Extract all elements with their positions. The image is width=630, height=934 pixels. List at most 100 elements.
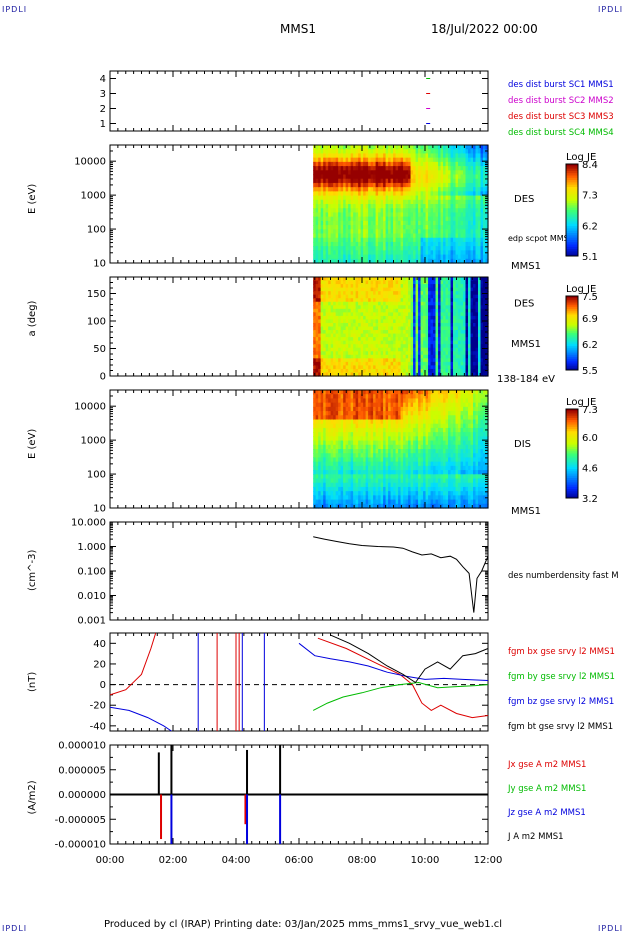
des-energy-cell (448, 233, 452, 239)
des-pitch-cell (353, 344, 357, 349)
des-energy-cell (468, 178, 472, 184)
dis-energy-cell (335, 415, 339, 421)
des-pitch-cell (460, 308, 464, 313)
des-energy-cell (410, 212, 414, 218)
des-energy-cell (313, 229, 317, 235)
des-pitch-cell (353, 312, 357, 317)
des-pitch-cell (453, 333, 457, 338)
dis-energy-cell (355, 406, 359, 412)
des-pitch-cell (425, 361, 429, 366)
des-pitch-cell (463, 301, 467, 306)
des-energy-instrument-label: DES (514, 194, 534, 205)
des-energy-cell (403, 204, 407, 209)
dis-energy-cell (330, 482, 334, 488)
des-energy-cell (355, 220, 359, 226)
des-energy-cell (460, 241, 464, 247)
des-pitch-cell (408, 287, 412, 292)
des-pitch-cell (388, 277, 392, 282)
des-pitch-cell (395, 298, 399, 303)
des-pitch-cell (328, 291, 332, 296)
des-pitch-cell (378, 351, 382, 356)
des-pitch-cell (358, 294, 362, 299)
des-pitch-cell (333, 354, 337, 359)
des-pitch-cell (405, 301, 409, 306)
des-pitch-cell (398, 365, 402, 370)
des-pitch-cell (348, 294, 352, 299)
des-pitch-cell (378, 361, 382, 366)
des-energy-cell (485, 241, 489, 247)
des-pitch-cell (430, 326, 434, 331)
des-energy-cell (378, 212, 382, 218)
des-pitch-cell (360, 330, 364, 335)
dis-energy-cell (323, 423, 327, 429)
des-energy-cell (350, 254, 354, 260)
des-energy-cell (473, 241, 477, 247)
des-energy-cell (480, 157, 484, 163)
des-energy-cell (345, 246, 349, 251)
des-energy-cell (390, 182, 394, 188)
des-energy-cell (443, 225, 447, 230)
des-energy-cell (433, 212, 437, 218)
des-pitch-cell (483, 337, 487, 342)
des-energy-cell (440, 246, 444, 251)
des-energy-cell (418, 153, 422, 159)
des-pitch-cell (375, 298, 379, 303)
dis-energy-cell (335, 461, 339, 467)
des-energy-cell (323, 191, 327, 197)
des-energy-sub-label: edp scpot MMS1 (508, 234, 574, 243)
des-pitch-cell (335, 358, 339, 363)
des-pitch-cell (483, 298, 487, 303)
des-energy-cell (388, 170, 392, 176)
des-pitch-cell (320, 368, 324, 374)
des-pitch-cell (365, 291, 369, 296)
des-energy-cell (318, 187, 322, 192)
des-pitch-colorbar-segment (566, 325, 578, 328)
des-energy-cell (363, 212, 367, 218)
des-pitch-cell (363, 305, 367, 310)
des-energy-cell (325, 237, 329, 243)
des-pitch-cell (320, 340, 324, 345)
dis-energy-cell (333, 486, 337, 492)
des-energy-cell (365, 220, 369, 226)
des-energy-cell (333, 182, 337, 188)
des-pitch-cell (345, 322, 349, 328)
des-pitch-cell (445, 351, 449, 356)
des-pitch-cell (475, 319, 479, 324)
des-pitch-cell (435, 284, 439, 289)
dis-energy-cell (335, 432, 339, 437)
des-pitch-cell (388, 315, 392, 321)
des-pitch-cell (345, 340, 349, 345)
des-energy-cell (453, 199, 457, 205)
des-energy-cell (368, 149, 372, 155)
des-pitch-colorbar-segment (566, 338, 578, 341)
des-energy-cell (458, 187, 462, 192)
des-pitch-cell (438, 305, 442, 310)
dis-energy-cell (358, 415, 362, 421)
des-pitch-cell (403, 284, 407, 289)
des-energy-cell (388, 178, 392, 184)
dis-energy-cell (350, 499, 354, 505)
des-energy-cell (478, 187, 482, 192)
des-energy-cell (355, 153, 359, 159)
des-energy-cell (355, 258, 359, 264)
des-pitch-cell (405, 294, 409, 299)
des-energy-cell (440, 237, 444, 243)
des-pitch-cell (390, 291, 394, 296)
dis-energy-cell (343, 495, 347, 501)
des-pitch-cell (358, 347, 362, 352)
des-pitch-cell (448, 354, 452, 359)
des-energy-cell (385, 182, 389, 188)
des-energy-cell (435, 233, 439, 239)
des-pitch-cell (358, 351, 362, 356)
des-pitch-cell (343, 326, 347, 331)
des-pitch-cell (418, 337, 422, 342)
des-energy-cell (320, 254, 324, 260)
des-energy-cell (438, 216, 442, 222)
des-pitch-cell (395, 322, 399, 328)
dis-energy-cell (313, 394, 317, 400)
dis-energy-cell (323, 453, 327, 459)
des-energy-colorbar-segment (566, 196, 578, 199)
des-energy-cell (328, 258, 332, 264)
des-energy-cell (345, 178, 349, 184)
des-energy-cell (323, 233, 327, 239)
